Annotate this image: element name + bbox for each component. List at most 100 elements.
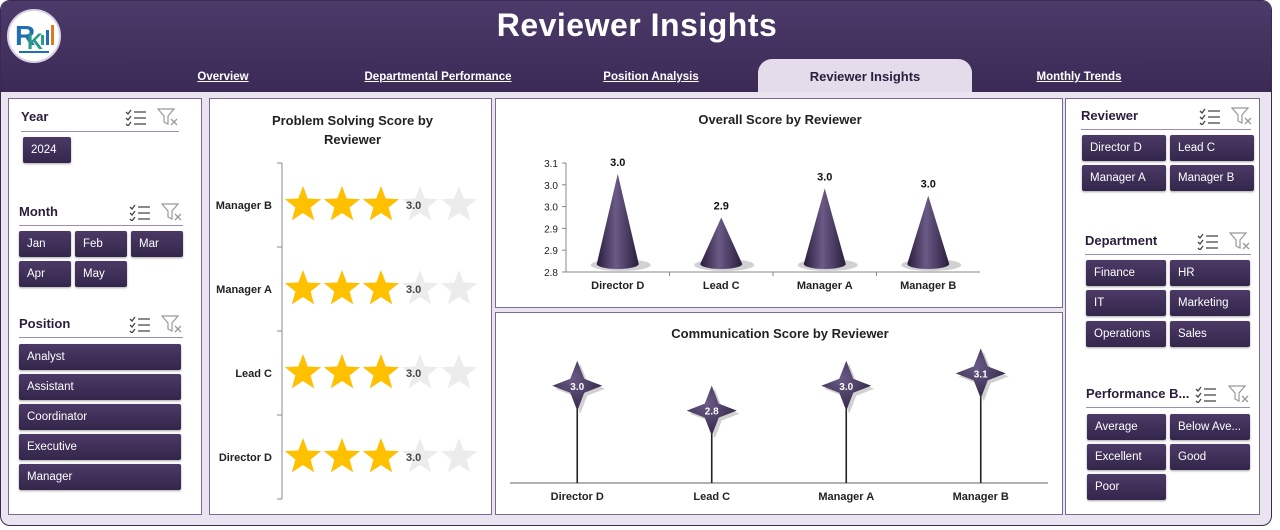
overall-cone-bar	[803, 188, 846, 269]
slicer-item-manager[interactable]: Manager	[19, 464, 181, 490]
communication-category-label: Manager A	[818, 491, 874, 503]
star-filled-icon	[323, 438, 361, 473]
tab-monthly-trends[interactable]: Monthly Trends	[1036, 71, 1122, 83]
slicer-item-feb[interactable]: Feb	[75, 231, 127, 257]
tab-position-analysis[interactable]: Position Analysis	[603, 71, 699, 83]
slicer-item-manager-a[interactable]: Manager A	[1082, 165, 1166, 191]
performance-slicer-title: Performance B...	[1086, 386, 1190, 401]
tab-reviewer-insights[interactable]: Reviewer Insights	[758, 59, 972, 92]
problem-solving-chart-panel: Problem Solving Score by Reviewer Manage…	[209, 98, 492, 515]
slicer-item-good[interactable]: Good	[1170, 444, 1250, 470]
multi-select-icon[interactable]	[129, 315, 151, 333]
slicer-item-2024[interactable]: 2024	[23, 137, 71, 163]
slicer-item-sales[interactable]: Sales	[1170, 321, 1250, 347]
communication-value-label: 2.8	[705, 407, 719, 418]
star-filled-icon	[284, 354, 322, 389]
department-slicer-divider	[1085, 254, 1251, 255]
problem-solving-category-label: Manager A	[216, 284, 272, 296]
star-empty-icon	[401, 354, 439, 389]
slicer-item-operations[interactable]: Operations	[1086, 321, 1166, 347]
communication-score-chart-title: Communication Score by Reviewer	[671, 326, 889, 341]
slicer-item-may[interactable]: May	[75, 261, 127, 287]
position-slicer-header: Position	[19, 316, 70, 331]
star-filled-icon	[284, 270, 322, 305]
department-slicer-header: Department	[1085, 233, 1157, 248]
tab-overview[interactable]: Overview	[197, 71, 249, 83]
slicer-item-hr[interactable]: HR	[1170, 260, 1250, 286]
multi-select-icon[interactable]	[129, 203, 151, 221]
position-slicer-divider	[19, 337, 183, 338]
month-slicer-title: Month	[19, 204, 58, 219]
communication-value-label: 3.0	[570, 382, 584, 393]
slicer-item-it[interactable]: IT	[1086, 290, 1166, 316]
clear-filter-icon[interactable]	[1229, 232, 1251, 250]
overall-value-label: 3.0	[817, 171, 832, 183]
problem-solving-category-label: Manager B	[216, 200, 272, 212]
slicer-item-director-d[interactable]: Director D	[1082, 135, 1166, 161]
overall-category-label: Manager A	[797, 280, 853, 292]
slicer-item-below-average[interactable]: Below Ave...	[1170, 414, 1250, 440]
year-slicer-divider	[21, 131, 179, 132]
star-empty-icon	[440, 354, 478, 389]
problem-solving-category-label: Director D	[219, 452, 272, 464]
slicer-item-analyst[interactable]: Analyst	[19, 344, 181, 370]
multi-select-icon[interactable]	[1195, 385, 1217, 403]
overall-cone-bar	[907, 195, 950, 269]
clear-filter-icon[interactable]	[1228, 385, 1250, 403]
slicer-item-lead-c[interactable]: Lead C	[1170, 135, 1254, 161]
communication-category-label: Director D	[551, 491, 604, 503]
clear-filter-icon[interactable]	[161, 203, 183, 221]
svg-text:K: K	[27, 29, 43, 54]
star-filled-icon	[362, 270, 400, 305]
clear-filter-icon[interactable]	[1231, 107, 1253, 125]
reviewer-slicer-divider	[1081, 129, 1251, 130]
communication-score-chart-panel: Communication Score by Reviewer 3.0 Direc…	[495, 312, 1063, 515]
clear-filter-icon[interactable]	[161, 315, 183, 333]
multi-select-icon[interactable]	[1197, 232, 1219, 250]
year-slicer-title: Year	[21, 109, 49, 124]
star-filled-icon	[284, 186, 322, 221]
overall-cone-bar	[596, 173, 639, 269]
slicer-item-coordinator[interactable]: Coordinator	[19, 404, 181, 430]
slicer-item-finance[interactable]: Finance	[1086, 260, 1166, 286]
reviewer-slicer-title: Reviewer	[1081, 108, 1139, 123]
overall-y-tick-label: 2.9	[544, 224, 558, 235]
tab-departmental-performance[interactable]: Departmental Performance	[364, 71, 512, 83]
star-filled-icon	[284, 438, 322, 473]
star-empty-icon	[401, 438, 439, 473]
multi-select-icon[interactable]	[125, 108, 147, 126]
communication-category-label: Manager B	[953, 491, 1009, 503]
star-empty-icon	[401, 186, 439, 221]
slicer-item-apr[interactable]: Apr	[19, 261, 71, 287]
star-empty-icon	[440, 438, 478, 473]
slicer-item-jan[interactable]: Jan	[19, 231, 71, 257]
overall-y-tick-label: 3.0	[544, 203, 558, 214]
problem-solving-value-label: 3.0	[406, 284, 421, 296]
overall-y-tick-label: 3.1	[544, 159, 558, 170]
overall-score-chart: 3.1 3.0 3.0 2.9 2.9 2.8 3.0 Director D 2.9 Lead C…	[544, 157, 980, 292]
slicer-item-executive[interactable]: Executive	[19, 434, 181, 460]
slicer-item-poor[interactable]: Poor	[1087, 474, 1166, 500]
multi-select-icon[interactable]	[1199, 107, 1221, 125]
slicer-item-manager-b[interactable]: Manager B	[1170, 165, 1254, 191]
communication-marker	[955, 348, 1006, 399]
star-empty-icon	[440, 270, 478, 305]
overall-category-label: Manager B	[900, 280, 956, 292]
slicer-item-assistant[interactable]: Assistant	[19, 374, 181, 400]
performance-slicer-header: Performance B...	[1086, 386, 1189, 401]
overall-value-label: 3.0	[921, 179, 936, 191]
overall-y-tick-label: 2.8	[544, 268, 558, 279]
overall-y-tick-label: 3.0	[544, 181, 558, 192]
star-empty-icon	[440, 186, 478, 221]
communication-score-chart: 3.0 Director D 2.8 Lead C 3.0 Manager A 3.1 Man…	[510, 348, 1048, 503]
overall-score-chart-title: Overall Score by Reviewer	[698, 112, 862, 127]
slicer-item-mar[interactable]: Mar	[131, 231, 183, 257]
slicer-item-average[interactable]: Average	[1087, 414, 1166, 440]
slicer-item-marketing[interactable]: Marketing	[1170, 290, 1250, 316]
communication-marker	[552, 360, 603, 411]
slicer-item-excellent[interactable]: Excellent	[1087, 444, 1166, 470]
clear-filter-icon[interactable]	[157, 108, 179, 126]
problem-solving-chart-title: Problem Solving Score by Reviewer	[271, 113, 434, 147]
left-filter-panel: Year 2024 Month Jan Feb Mar Apr May Posi…	[8, 98, 202, 515]
